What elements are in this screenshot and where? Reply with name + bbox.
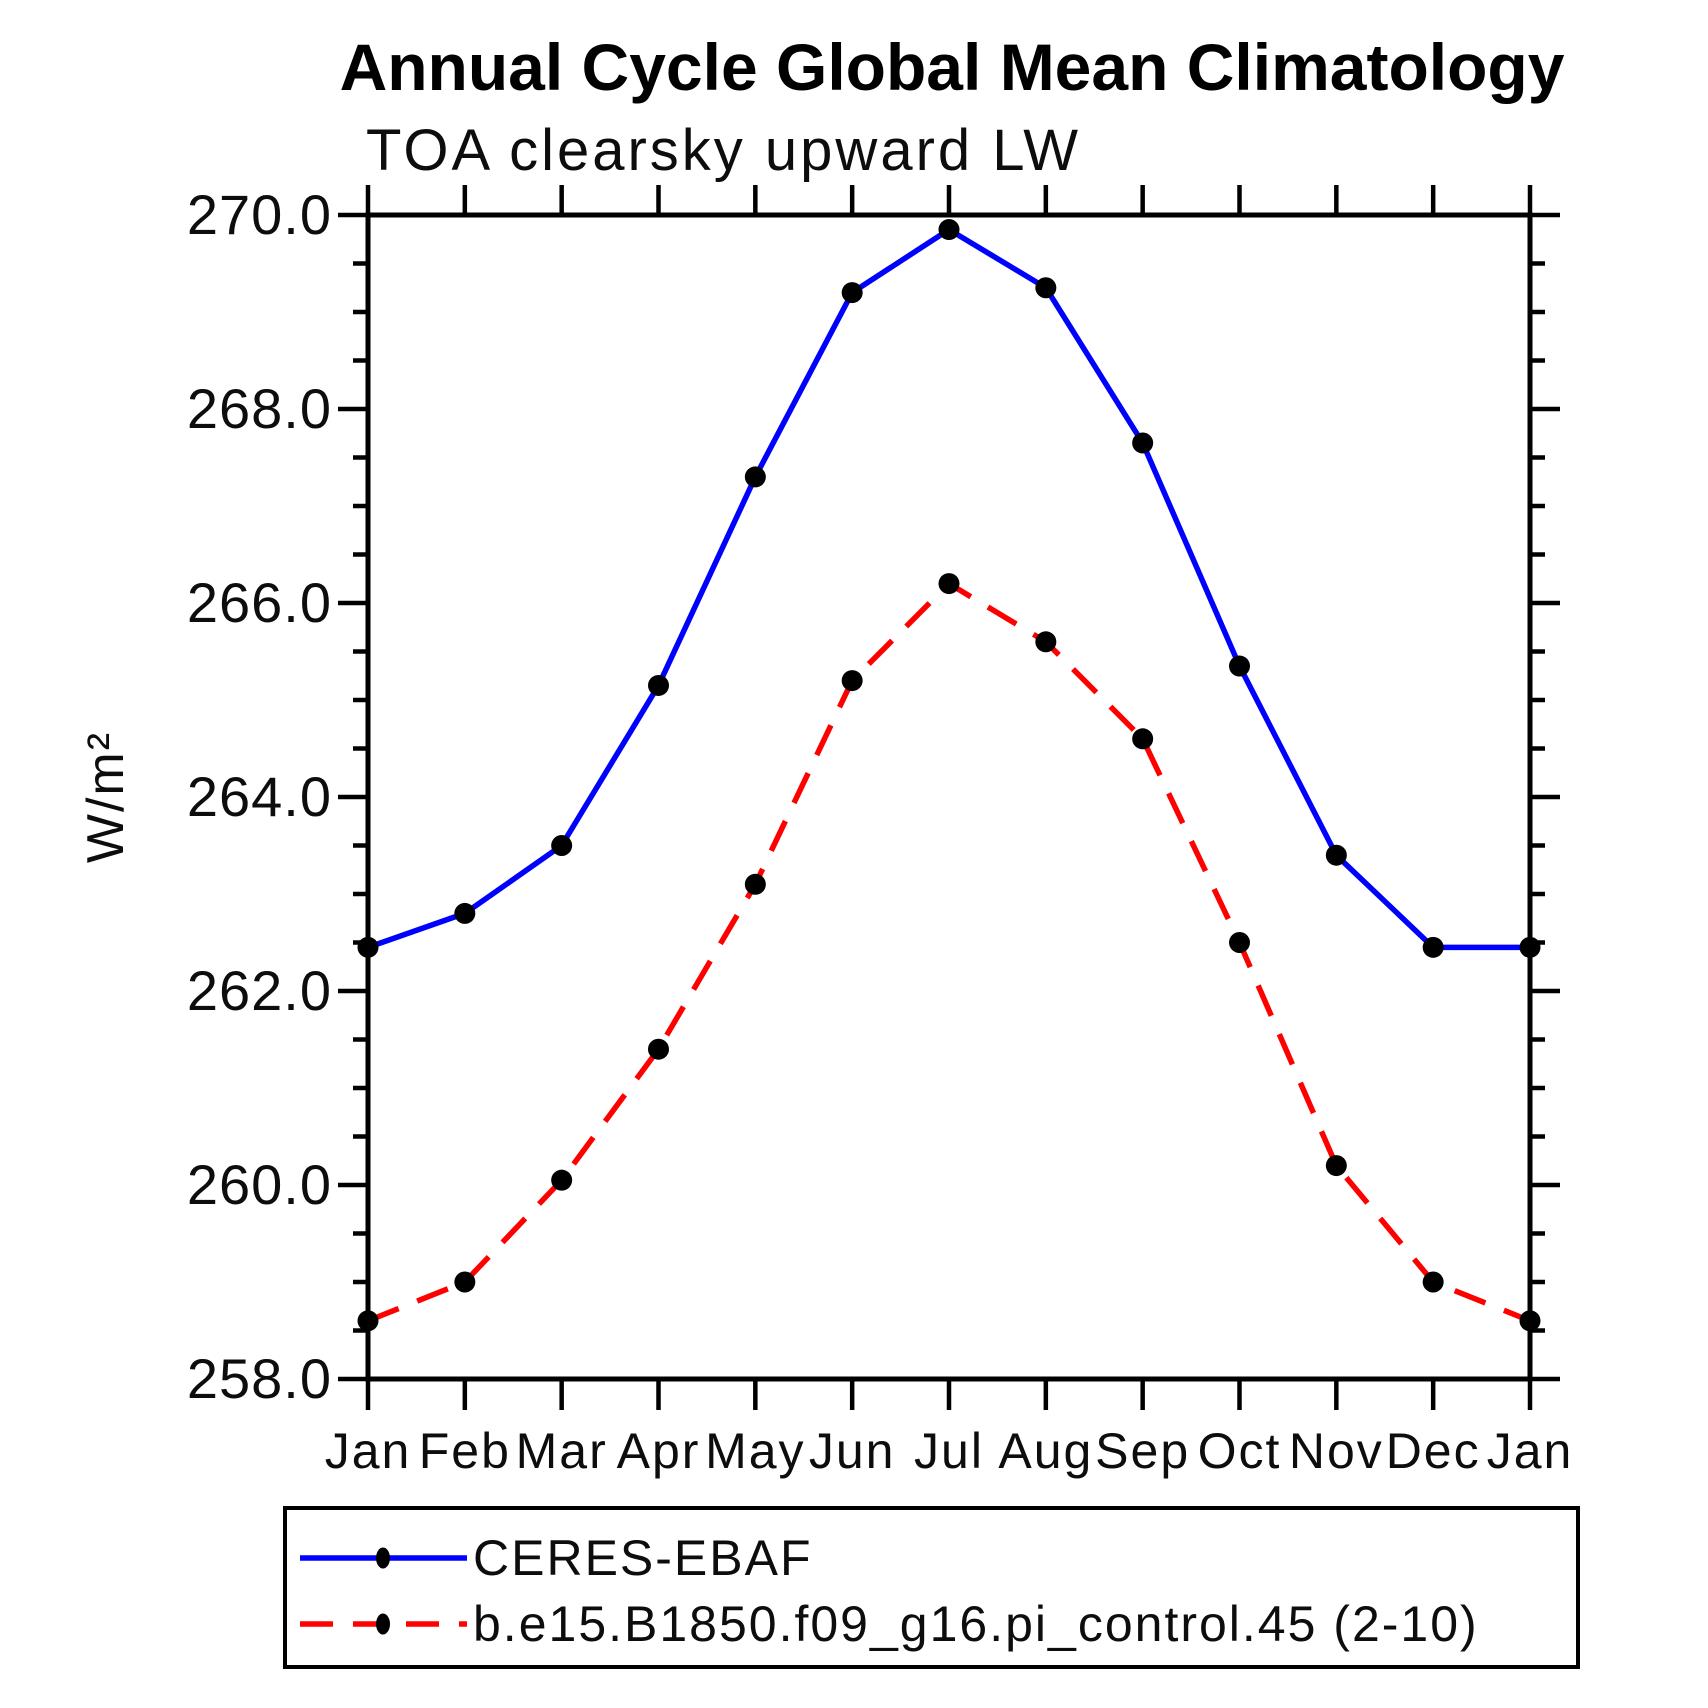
data-point-marker-0 [1132, 432, 1154, 454]
x-tick-label: Jun [809, 1423, 896, 1479]
data-point-marker-0 [1422, 936, 1444, 958]
data-point-marker-0 [648, 674, 669, 696]
y-tick-label: 266.0 [187, 571, 332, 634]
data-point-marker-1 [1422, 1271, 1444, 1293]
data-point-marker-0 [551, 835, 573, 856]
x-tick-label: Oct [1198, 1423, 1282, 1479]
x-tick-label: Jan [1487, 1423, 1574, 1479]
y-tick-label: 260.0 [187, 1153, 332, 1216]
x-tick-label: Apr [617, 1423, 701, 1479]
chart-subtitle: TOA clearsky upward LW [366, 118, 1081, 183]
chart-title: Annual Cycle Global Mean Climatology [340, 30, 1565, 104]
y-tick-label: 262.0 [187, 959, 332, 1022]
x-tick-label: Sep [1095, 1423, 1190, 1479]
data-point-marker-1 [1325, 1155, 1347, 1177]
legend-item-label: CERES-EBAF [473, 1530, 813, 1586]
legend-item-model: b.e15.B1850.f09_g16.pi_control.45 (2-10) [300, 1596, 1479, 1652]
x-tick-label: Jul [914, 1423, 984, 1479]
x-tick-label: Aug [998, 1423, 1093, 1479]
legend-marker-dot-icon [376, 1547, 390, 1569]
data-point-marker-1 [1229, 932, 1250, 953]
data-point-marker-0 [841, 282, 863, 304]
x-tick-label: Feb [419, 1423, 511, 1479]
y-tick-label: 258.0 [187, 1347, 332, 1410]
x-tick-label: May [705, 1423, 805, 1479]
y-tick-label: 270.0 [187, 183, 332, 246]
data-point-marker-1 [841, 670, 863, 692]
plot-area: Jan Feb Mar Apr May Jun Jul Aug Sep Oct Nov Dec Jan2… [187, 183, 1574, 1479]
data-point-marker-1 [454, 1271, 476, 1293]
data-point-marker-1 [648, 1038, 669, 1060]
x-tick-label: Jan [325, 1423, 412, 1479]
data-point-marker-1 [551, 1169, 573, 1191]
legend-marker-dot-icon [376, 1613, 390, 1635]
data-point-marker-0 [744, 466, 766, 488]
data-point-marker-0 [1325, 844, 1347, 866]
data-point-marker-1 [744, 873, 766, 895]
y-axis-title: W/m² [77, 731, 135, 863]
y-tick-label: 268.0 [187, 377, 332, 440]
legend-item-ceres: CERES-EBAF [300, 1530, 813, 1586]
data-point-marker-1 [938, 573, 960, 595]
data-point-marker-1 [1132, 728, 1154, 750]
data-point-marker-1 [1519, 1310, 1541, 1332]
series-line-1 [366, 580, 1532, 1324]
legend-box [283, 1506, 1580, 1669]
x-tick-label: Mar [516, 1423, 608, 1479]
legend: CERES-EBAF b.e15.B1850.f09_g16.pi_contro… [283, 1506, 1580, 1669]
data-point-marker-0 [938, 219, 960, 241]
y-tick-label: 264.0 [187, 765, 332, 828]
legend-item-label: b.e15.B1850.f09_g16.pi_control.45 (2-10) [473, 1596, 1479, 1652]
data-point-marker-1 [357, 1310, 379, 1332]
x-tick-label: Dec [1386, 1423, 1481, 1479]
data-point-marker-1 [1035, 631, 1057, 653]
data-point-marker-0 [1035, 277, 1057, 299]
x-tick-label: Nov [1289, 1423, 1384, 1479]
data-point-marker-0 [454, 902, 476, 924]
data-point-marker-0 [1519, 936, 1541, 958]
data-point-marker-0 [357, 936, 379, 958]
data-point-marker-0 [1229, 655, 1250, 677]
